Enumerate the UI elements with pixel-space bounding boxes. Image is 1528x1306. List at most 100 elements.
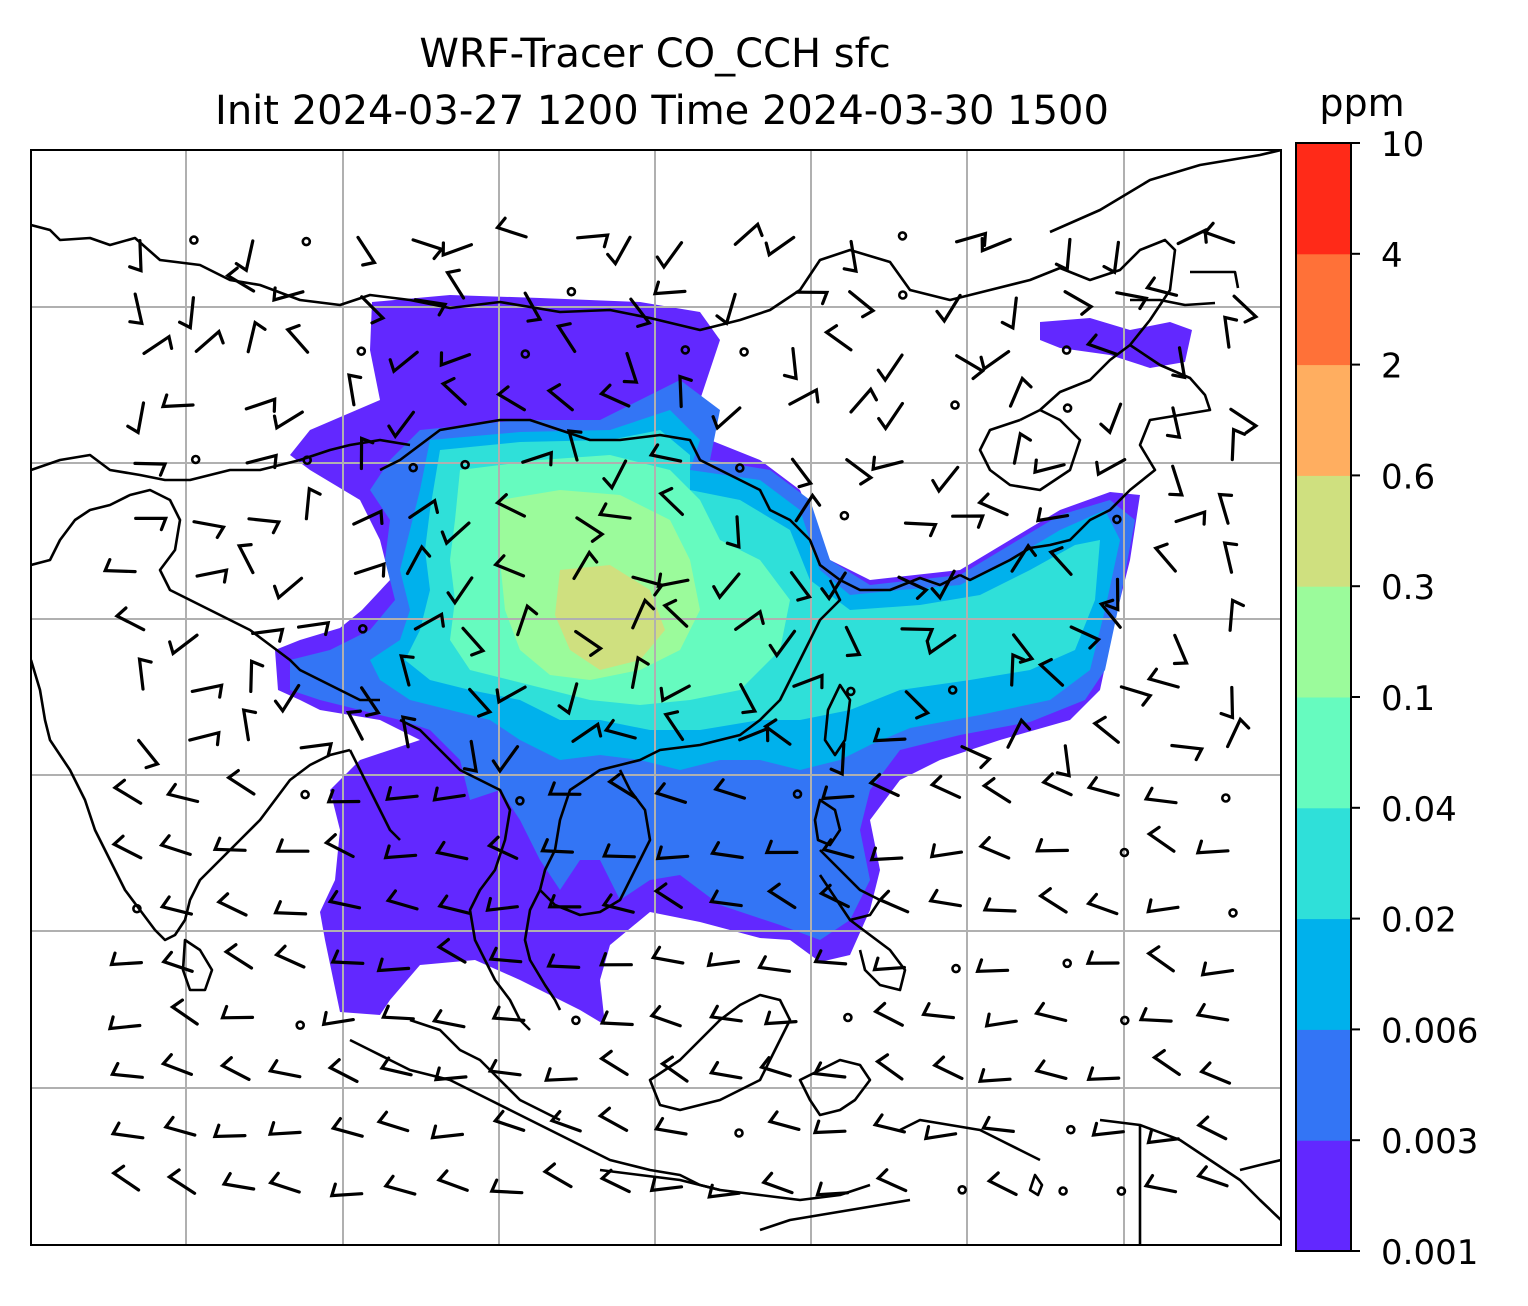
calm-wind-marker — [734, 463, 745, 473]
wind-barb — [794, 492, 822, 523]
wind-barb — [494, 493, 526, 518]
calm-wind-marker — [792, 789, 803, 799]
wind-barb — [795, 290, 830, 306]
wind-barb — [1010, 542, 1037, 573]
wind-barb — [275, 838, 310, 853]
calm-wind-marker — [302, 455, 313, 466]
wind-barb — [975, 958, 1010, 973]
wind-barb — [576, 233, 610, 249]
wind-barb — [1069, 625, 1102, 650]
wind-barb — [871, 455, 904, 472]
wind-barb — [353, 561, 386, 578]
wind-barb — [432, 786, 466, 802]
calm-wind-marker — [132, 903, 142, 914]
colorbar-band — [1296, 1140, 1351, 1252]
colorbar-band — [1296, 807, 1351, 920]
colorbar-tick-label: 0.001 — [1381, 1233, 1478, 1273]
wind-barb — [849, 386, 878, 414]
wind-barb — [347, 373, 363, 407]
map-frame — [30, 149, 1282, 1246]
colorbar-band — [1296, 143, 1351, 255]
wind-barb — [327, 1058, 359, 1083]
calm-wind-marker — [357, 623, 368, 634]
wind-barb — [109, 1061, 144, 1079]
wind-barb — [1085, 950, 1120, 965]
wind-barb — [1010, 652, 1026, 687]
wind-barb — [1098, 598, 1122, 629]
wind-barb — [168, 633, 199, 657]
wind-barb — [715, 292, 737, 326]
wind-barb — [383, 1174, 417, 1196]
colorbar-unit-label: ppm — [1319, 81, 1404, 125]
wind-barb — [812, 1061, 847, 1079]
wind-barb — [542, 1162, 573, 1189]
wind-barb — [321, 1010, 355, 1027]
calm-wind-marker — [843, 1012, 853, 1023]
wind-barb — [649, 1005, 682, 1028]
colorbar-band — [1296, 586, 1351, 698]
wind-barb — [326, 788, 361, 804]
wind-barb — [658, 486, 684, 516]
wind-barb — [1115, 291, 1149, 311]
wind-barb — [166, 1168, 197, 1195]
wind-barb — [109, 951, 143, 967]
wind-barb — [381, 1004, 415, 1021]
wind-barb — [1144, 276, 1179, 297]
wind-barb — [285, 323, 310, 354]
calm-wind-marker — [189, 235, 199, 245]
wind-barb — [360, 295, 386, 325]
wind-barb — [399, 654, 415, 687]
wind-barb — [678, 374, 693, 409]
wind-barb — [929, 843, 963, 859]
wind-barb — [1232, 294, 1259, 324]
calm-wind-marker — [356, 346, 367, 357]
wind-barb — [1063, 290, 1094, 316]
wind-barb — [126, 401, 146, 435]
wind-barb — [1099, 402, 1123, 435]
wind-barb — [790, 457, 814, 489]
wind-barb — [813, 949, 848, 966]
calm-wind-marker — [839, 510, 850, 521]
wind-barb — [225, 769, 256, 796]
wind-barb — [1217, 492, 1234, 525]
wind-barb — [932, 1055, 964, 1080]
wind-barb — [984, 1012, 1018, 1028]
wind-barb — [1153, 542, 1177, 573]
wind-barb — [976, 492, 1009, 517]
wind-barb — [492, 554, 526, 578]
wind-barb — [297, 620, 331, 637]
calm-wind-marker — [739, 347, 749, 357]
calm-wind-marker — [897, 290, 908, 300]
wind-barb — [272, 286, 305, 303]
wind-barb — [734, 609, 765, 631]
wind-barb — [820, 785, 855, 801]
wind-barb — [1223, 315, 1239, 349]
wind-barb — [1195, 1165, 1229, 1188]
wind-barb — [1102, 240, 1120, 275]
wind-barb — [1165, 406, 1182, 440]
calm-wind-marker — [1228, 908, 1238, 918]
wind-barb — [160, 393, 195, 409]
wind-barb — [712, 572, 741, 601]
map-title-line1: WRF-Tracer CO_CCH sfc — [419, 31, 890, 77]
wind-barb — [169, 998, 199, 1026]
wind-barb — [158, 834, 192, 856]
wind-barb — [820, 571, 847, 602]
calm-wind-marker — [1120, 1015, 1130, 1026]
calm-wind-marker — [520, 349, 531, 359]
wind-barb — [345, 709, 364, 741]
wind-barb — [629, 297, 652, 328]
wind-barb — [408, 498, 439, 519]
wind-barb — [1219, 685, 1235, 720]
calm-wind-marker — [571, 1015, 581, 1026]
wind-barb — [960, 745, 993, 770]
wind-barb — [352, 508, 384, 526]
wind-barb — [708, 1004, 743, 1023]
calm-wind-marker — [951, 963, 961, 974]
wind-barb — [387, 410, 415, 440]
wind-barb — [598, 1049, 629, 1076]
wind-barb — [194, 328, 225, 353]
wind-barb — [648, 443, 683, 463]
wind-barb — [273, 576, 304, 601]
wind-barb — [244, 397, 277, 413]
